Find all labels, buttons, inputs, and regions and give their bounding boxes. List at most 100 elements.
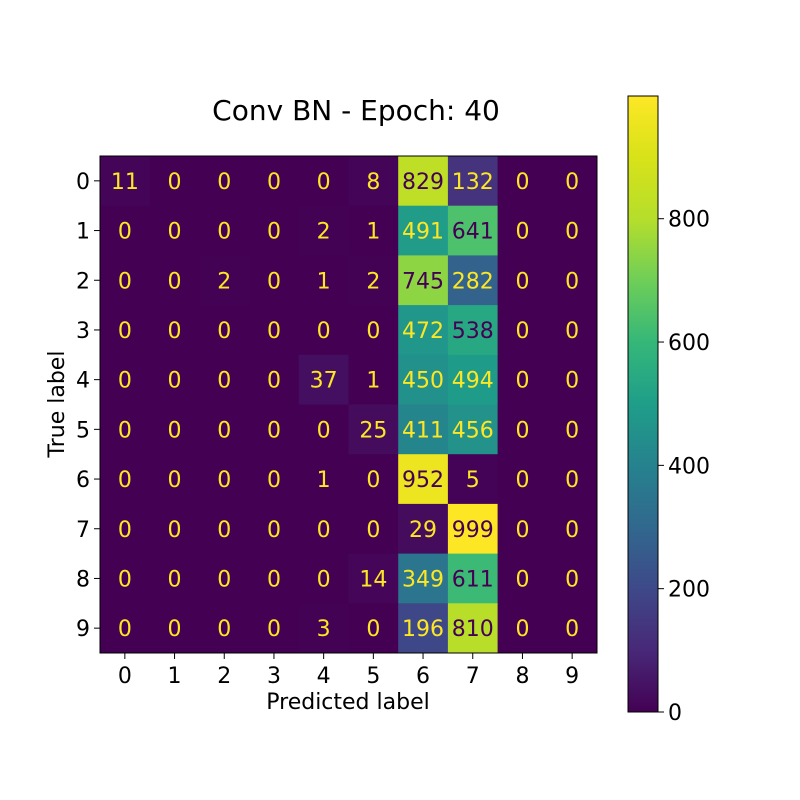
colorbar-tick-label: 200 (668, 578, 710, 603)
cell-value-label: 0 (267, 617, 281, 642)
heatmap-cell (447, 454, 499, 505)
heatmap-cell (100, 454, 151, 505)
cell-value-label: 0 (267, 170, 281, 195)
heatmap-cell (497, 205, 548, 256)
heatmap-cell (348, 255, 399, 306)
cell-value-label: 0 (317, 319, 331, 344)
heatmap-cell (149, 404, 200, 455)
y-tick-label: 5 (76, 418, 90, 443)
cell-value-label: 0 (267, 369, 281, 394)
cell-value-label: 494 (452, 369, 494, 394)
cell-value-label: 0 (267, 269, 281, 294)
cell-value-label: 0 (565, 617, 579, 642)
colorbar-tick-label: 800 (668, 208, 710, 233)
cell-value-label: 0 (565, 369, 579, 394)
cell-value-label: 0 (565, 170, 579, 195)
heatmap-cell (199, 205, 250, 256)
heatmap-cell (149, 454, 200, 505)
heatmap-cell (199, 603, 250, 654)
cell-value-label: 0 (565, 518, 579, 543)
cell-value-label: 349 (402, 567, 444, 592)
heatmap-cell (199, 156, 250, 207)
x-axis-ticks: 0 1 2 3 4 5 6 7 8 9 (118, 653, 579, 689)
y-tick-label: 4 (76, 369, 90, 394)
heatmap-cell (547, 553, 598, 604)
heatmap-cell (447, 305, 499, 356)
heatmap-cell (447, 255, 499, 306)
colorbar-ticks: 0 200 400 600 800 (658, 208, 710, 726)
cell-value-label: 0 (168, 468, 182, 493)
heatmap-cell (100, 354, 151, 405)
cell-value-label: 0 (217, 567, 231, 592)
cell-value-label: 0 (515, 617, 529, 642)
y-tick-label: 9 (76, 617, 90, 642)
x-tick-label: 7 (466, 664, 480, 689)
heatmap-cell (249, 503, 300, 555)
cell-value-label: 0 (168, 170, 182, 195)
heatmap-cell (298, 255, 349, 306)
cell-value-label: 0 (515, 269, 529, 294)
cell-value-label: 0 (217, 319, 231, 344)
cell-value-label: 1 (366, 369, 380, 394)
cell-value-label: 0 (217, 518, 231, 543)
cell-value-label: 450 (402, 369, 444, 394)
heatmap-cell (398, 205, 449, 256)
cell-value-label: 2 (217, 269, 231, 294)
heatmap-cell (298, 205, 349, 256)
heatmap-cells (100, 156, 598, 654)
cell-value-label: 0 (366, 518, 380, 543)
y-tick-label: 7 (76, 518, 90, 543)
heatmap-cell (298, 503, 349, 555)
x-tick-label: 3 (267, 664, 281, 689)
cell-value-label: 0 (168, 518, 182, 543)
heatmap-cell (298, 156, 349, 207)
cell-value-label: 5 (466, 468, 480, 493)
cell-value-label: 0 (317, 170, 331, 195)
y-axis-ticks: 0 1 2 3 4 5 6 7 8 9 (76, 170, 100, 642)
cell-value-label: 0 (366, 319, 380, 344)
heatmap-cell (348, 354, 399, 405)
cell-value-label: 0 (168, 418, 182, 443)
y-axis-label: True label (45, 351, 70, 459)
cell-value-label: 0 (515, 567, 529, 592)
heatmap-cell (547, 255, 598, 306)
heatmap-cell (100, 553, 151, 604)
heatmap-cell (398, 603, 449, 654)
cell-value-label: 0 (168, 269, 182, 294)
cell-value-label: 37 (310, 369, 338, 394)
cell-value-label: 0 (515, 518, 529, 543)
cell-value-label: 0 (366, 617, 380, 642)
cell-value-label: 29 (409, 518, 437, 543)
cell-value-label: 0 (515, 418, 529, 443)
y-tick-label: 6 (76, 468, 90, 493)
heatmap-cell (199, 503, 250, 555)
cell-value-label: 0 (168, 369, 182, 394)
heatmap-cell (547, 503, 598, 555)
cell-value-label: 810 (452, 617, 494, 642)
y-tick-label: 3 (76, 319, 90, 344)
heatmap-cell (447, 354, 499, 405)
cell-value-label: 491 (402, 220, 444, 245)
cell-value-label: 0 (317, 518, 331, 543)
cell-value-label: 2 (317, 220, 331, 245)
cell-value-label: 0 (267, 418, 281, 443)
heatmap-cell (249, 205, 300, 256)
cell-value-label: 829 (402, 170, 444, 195)
heatmap-cell (249, 156, 300, 207)
x-tick-label: 5 (366, 664, 380, 689)
x-tick-label: 8 (515, 664, 529, 689)
cell-value-label: 0 (118, 269, 132, 294)
heatmap-cell (199, 305, 250, 356)
cell-value-label: 0 (217, 369, 231, 394)
heatmap-cell (398, 305, 449, 356)
cell-value-label: 0 (267, 468, 281, 493)
y-tick-label: 0 (76, 170, 90, 195)
cell-value-label: 0 (118, 220, 132, 245)
cell-value-label: 0 (565, 468, 579, 493)
heatmap-cell (348, 454, 399, 505)
heatmap-cell (398, 454, 449, 505)
heatmap-cell (249, 603, 300, 654)
cell-value-label: 0 (217, 418, 231, 443)
x-tick-label: 6 (416, 664, 430, 689)
